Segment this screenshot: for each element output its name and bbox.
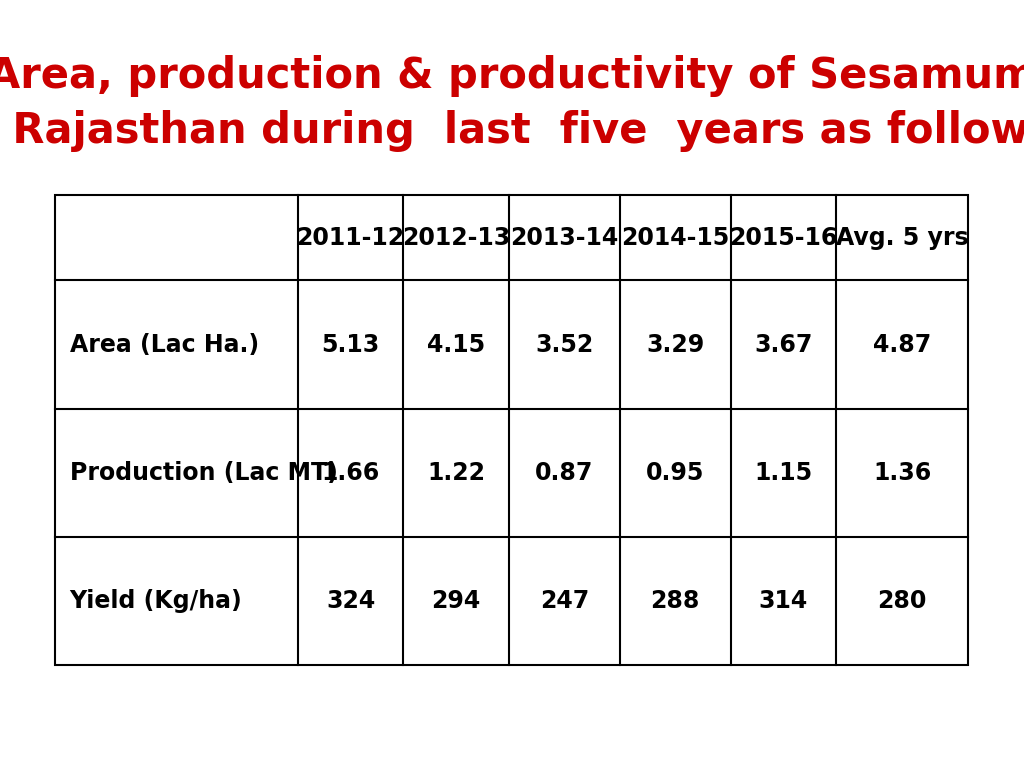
Text: 0.87: 0.87 bbox=[536, 461, 594, 485]
Text: 2015-16: 2015-16 bbox=[729, 226, 838, 250]
Text: in Rajasthan during  last  five  years as follows:: in Rajasthan during last five years as f… bbox=[0, 110, 1024, 152]
Text: 280: 280 bbox=[878, 589, 927, 613]
Text: Yield (Kg/ha): Yield (Kg/ha) bbox=[70, 589, 243, 613]
Text: 1.15: 1.15 bbox=[755, 461, 812, 485]
Text: 247: 247 bbox=[540, 589, 589, 613]
Text: Avg. 5 yrs: Avg. 5 yrs bbox=[836, 226, 969, 250]
Text: 2013-14: 2013-14 bbox=[510, 226, 618, 250]
Text: 324: 324 bbox=[326, 589, 375, 613]
Text: 2014-15: 2014-15 bbox=[621, 226, 729, 250]
Text: Area (Lac Ha.): Area (Lac Ha.) bbox=[70, 333, 259, 356]
Text: Production (Lac MT): Production (Lac MT) bbox=[70, 461, 338, 485]
Text: Area, production & productivity of Sesamum: Area, production & productivity of Sesam… bbox=[0, 55, 1024, 97]
Bar bbox=[55, 195, 968, 665]
Text: 1.36: 1.36 bbox=[872, 461, 931, 485]
Text: 2012-13: 2012-13 bbox=[402, 226, 510, 250]
Text: 4.87: 4.87 bbox=[872, 333, 931, 356]
Text: 5.13: 5.13 bbox=[322, 333, 380, 356]
Text: 314: 314 bbox=[759, 589, 808, 613]
Text: 3.67: 3.67 bbox=[754, 333, 812, 356]
Text: 1.22: 1.22 bbox=[427, 461, 485, 485]
Text: 1.66: 1.66 bbox=[322, 461, 380, 485]
Text: 4.15: 4.15 bbox=[427, 333, 485, 356]
Text: 294: 294 bbox=[431, 589, 480, 613]
Text: 2011-12: 2011-12 bbox=[297, 226, 404, 250]
Text: 0.95: 0.95 bbox=[646, 461, 705, 485]
Text: 3.52: 3.52 bbox=[536, 333, 593, 356]
Text: 288: 288 bbox=[650, 589, 699, 613]
Text: 3.29: 3.29 bbox=[646, 333, 705, 356]
